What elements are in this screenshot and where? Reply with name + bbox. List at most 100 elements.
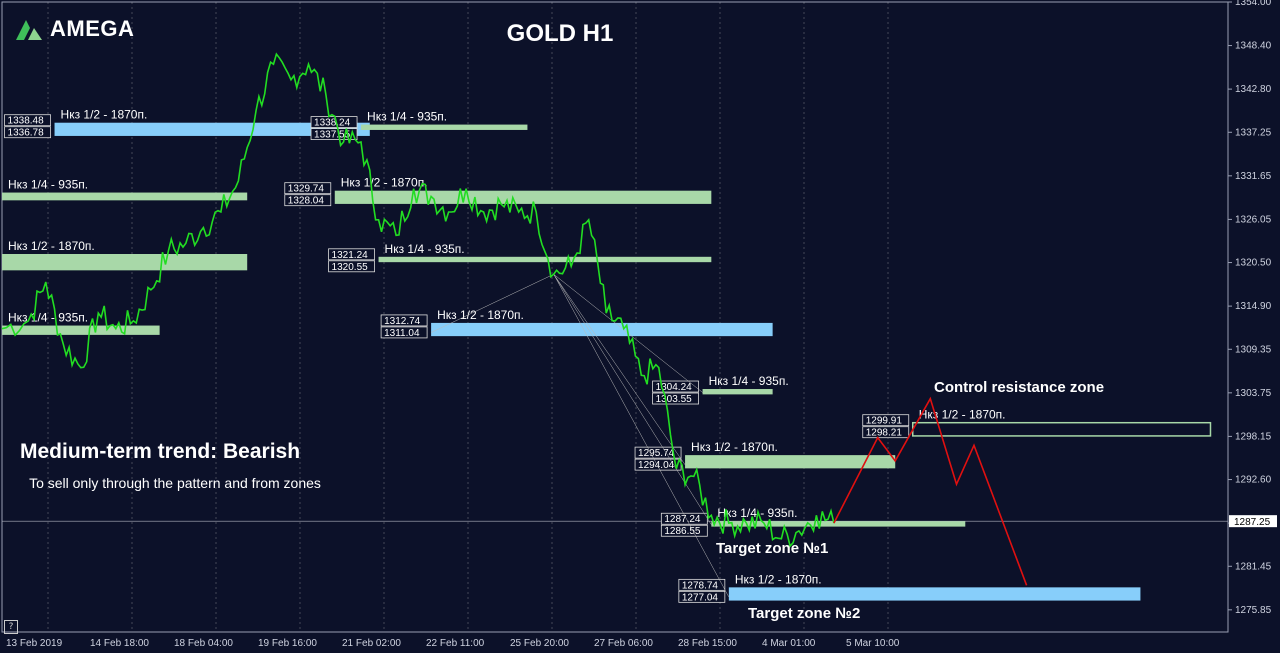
y-tick-label: 1314.90 — [1235, 301, 1272, 312]
y-tick-label: 1354.00 — [1235, 0, 1272, 8]
zone-top-price: 1321.24 — [332, 250, 369, 261]
zone-bottom-price: 1336.78 — [8, 128, 45, 139]
zone-top-price: 1299.91 — [866, 416, 903, 427]
zone-rect — [711, 521, 966, 527]
zone-price-box — [328, 248, 375, 261]
zone-label: Нкз 1/2 - 1870п. — [919, 408, 1006, 422]
amega-logo-icon — [16, 20, 42, 40]
zone-rect — [2, 254, 248, 271]
zone-bottom-price: 1303.55 — [656, 394, 693, 405]
x-tick-label: 25 Feb 20:00 — [510, 638, 569, 649]
target-zone-2-label: Target zone №2 — [748, 605, 861, 622]
zone-price-box — [678, 578, 726, 591]
zone-label: Нкз 1/2 - 1870п. — [437, 308, 524, 322]
x-tick-label: 22 Feb 11:00 — [426, 638, 485, 649]
current-price-box — [1229, 515, 1277, 528]
y-tick-label: 1337.25 — [1235, 127, 1272, 138]
zone-price-box — [4, 126, 51, 139]
fib-ray — [553, 274, 686, 465]
zone-price-box — [634, 446, 682, 459]
help-icon[interactable]: ? — [4, 620, 18, 634]
zone-label: Нкз 1/4 - 935п. — [385, 242, 465, 256]
fib-ray — [430, 273, 554, 333]
y-tick-label: 1275.85 — [1235, 605, 1272, 616]
zone-top-price: 1338.48 — [8, 116, 45, 127]
control-zone-label: Control resistance zone — [934, 379, 1105, 396]
zone-label: Нкз 1/2 - 1870п. — [8, 239, 95, 253]
zone-bottom-price: 1320.55 — [332, 262, 369, 273]
zone-label: Нкз 1/2 - 1870п. — [735, 572, 822, 586]
zone-price-box — [284, 194, 332, 207]
zone-bottom-price: 1277.04 — [682, 592, 719, 603]
zone-bottom-price: 1298.21 — [866, 428, 903, 439]
y-tick-label: 1326.05 — [1235, 214, 1272, 225]
trade-note: To sell only through the pattern and fro… — [29, 475, 321, 491]
zone-rect — [728, 587, 1141, 601]
y-tick-label: 1342.80 — [1235, 84, 1272, 95]
zone-rect — [702, 389, 773, 395]
zone-label: Нкз 1/2 - 1870п. — [691, 440, 778, 454]
target-zone-1-label: Target zone №1 — [716, 540, 829, 557]
price-series-line — [1, 52, 835, 548]
zone-label: Нкз 1/2 - 1870п. — [61, 108, 148, 122]
zone-rect — [54, 122, 370, 136]
y-tick-label: 1303.75 — [1235, 388, 1272, 399]
zone-price-box — [652, 392, 699, 405]
zone-label: Нкз 1/4 - 935п. — [8, 311, 88, 325]
zone-label: Нкз 1/2 - 1870п. — [341, 176, 428, 190]
zone-rect — [378, 256, 712, 263]
chart-title: GOLD H1 — [506, 20, 614, 47]
zone-top-price: 1329.74 — [288, 184, 325, 195]
zone-top-price: 1295.74 — [638, 448, 675, 459]
zone-label: Нкз 1/4 - 935п. — [8, 178, 88, 192]
y-tick-label: 1348.40 — [1235, 41, 1272, 52]
zone-price-box — [284, 182, 332, 195]
x-tick-label: 18 Feb 04:00 — [174, 638, 233, 649]
zone-price-box — [310, 128, 358, 140]
y-tick-label: 1292.60 — [1235, 475, 1272, 486]
y-tick-label: 1331.65 — [1235, 171, 1272, 182]
zone-price-box — [380, 326, 428, 339]
zone-rect — [911, 421, 1212, 437]
zone-bottom-price: 1328.04 — [288, 196, 325, 207]
zone-rect — [2, 192, 248, 201]
projection-line — [833, 396, 1028, 586]
x-tick-label: 4 Mar 01:00 — [762, 638, 816, 649]
zone-price-box — [652, 380, 699, 393]
y-tick-label: 1281.45 — [1235, 561, 1272, 572]
zone-rect — [361, 124, 528, 130]
y-tick-label: 1309.35 — [1235, 344, 1272, 355]
zone-rect — [431, 322, 773, 337]
zone-label: Нкз 1/4 - 935п. — [367, 110, 447, 124]
trend-label: Medium-term trend: Bearish — [20, 440, 301, 463]
zone-bottom-price: 1286.55 — [664, 526, 701, 537]
zone-top-price: 1287.24 — [664, 514, 701, 525]
fib-ray — [553, 274, 730, 598]
zone-top-price: 1278.74 — [682, 580, 719, 591]
zone-price-box — [328, 260, 375, 273]
zone-bottom-price: 1294.04 — [638, 460, 675, 471]
zone-top-price: 1338.24 — [314, 118, 351, 129]
zone-rect — [334, 190, 712, 204]
zone-price-box — [678, 590, 726, 603]
zone-top-price: 1304.24 — [656, 382, 693, 393]
x-tick-label: 19 Feb 16:00 — [258, 638, 317, 649]
plot-frame — [1, 1, 1229, 633]
zone-price-box — [660, 524, 708, 537]
zone-price-box — [862, 414, 910, 427]
x-tick-label: 28 Feb 15:00 — [678, 638, 737, 649]
logo-text: AMEGA — [50, 16, 135, 41]
x-tick-label: 21 Feb 02:00 — [342, 638, 401, 649]
zone-price-box — [4, 114, 51, 127]
x-tick-label: 13 Feb 2019 — [6, 638, 63, 649]
zone-label: Нкз 1/4 - 935п. — [709, 374, 789, 388]
zone-price-box — [862, 426, 910, 439]
zone-rect — [2, 325, 160, 335]
x-tick-label: 27 Feb 06:00 — [594, 638, 653, 649]
zone-price-box — [380, 314, 428, 327]
x-tick-label: 14 Feb 18:00 — [90, 638, 149, 649]
amega-logo: AMEGA — [14, 16, 134, 42]
current-price-label: 1287.25 — [1234, 517, 1271, 528]
x-tick-label: 5 Mar 10:00 — [846, 638, 900, 649]
